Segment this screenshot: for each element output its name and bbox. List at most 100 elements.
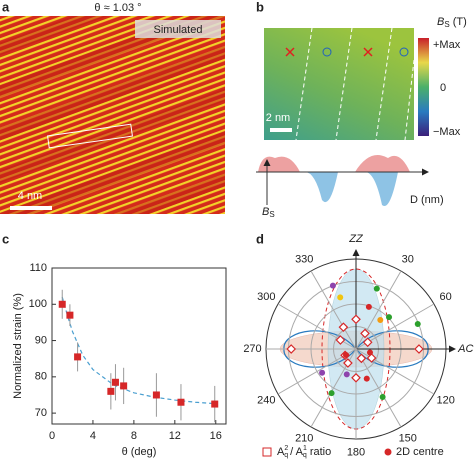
y-tick-label: 90	[35, 334, 47, 346]
data-point	[211, 400, 219, 408]
subscript: S	[444, 20, 449, 29]
centre-point	[386, 314, 393, 321]
polar-spoke	[310, 270, 357, 350]
circle-markers	[322, 47, 409, 57]
domain-walls	[295, 27, 415, 141]
legend-label: A2 q / A1 q ratio	[277, 445, 331, 459]
x-tick-label: 0	[49, 430, 55, 442]
ratio-point	[351, 314, 361, 325]
ratio-point	[351, 372, 361, 383]
symbol: B	[262, 206, 269, 218]
angle-label: 60	[440, 291, 452, 303]
fit-line	[61, 296, 216, 405]
colorbar-tick: +Max	[433, 39, 461, 51]
profile-positive	[258, 155, 410, 172]
centre-point	[343, 371, 350, 378]
data-point	[74, 353, 82, 361]
scale-label: 2 nm	[266, 112, 290, 124]
colorbar-tick: 0	[440, 82, 446, 94]
profile-x-label: D (nm)	[410, 194, 444, 206]
panel-label: b	[256, 0, 264, 14]
angle-label: 30	[402, 253, 414, 265]
ratio-point	[360, 328, 370, 339]
legend-text-part: 2	[284, 445, 288, 452]
panel-title: θ ≈ 1.03 °	[94, 2, 141, 14]
legend-marker	[384, 448, 392, 456]
panel-label: d	[256, 231, 264, 246]
angle-label: 270	[243, 343, 261, 355]
scale-label: 4 nm	[18, 190, 42, 202]
centre-point	[363, 375, 370, 382]
plot-frame	[51, 267, 227, 425]
legend-text-part: q	[303, 452, 307, 459]
angle-label: 180	[347, 446, 365, 458]
angle-label: 330	[295, 253, 313, 265]
legend-text-part: A	[277, 446, 285, 458]
centre-point	[337, 294, 344, 301]
centre-point	[342, 352, 349, 359]
angle-label: 150	[399, 433, 417, 445]
x-tick-label: 4	[90, 430, 96, 442]
subscript: S	[269, 210, 274, 219]
y-tick-label: 110	[29, 262, 47, 274]
data-point	[66, 311, 74, 319]
centre-point	[366, 349, 373, 356]
cross-markers	[285, 47, 373, 57]
unit-cell-box	[47, 123, 133, 149]
data-point	[107, 387, 115, 395]
centre-point	[319, 369, 326, 376]
x-tick-label: 16	[210, 430, 222, 442]
centre-point	[373, 285, 380, 292]
x-tick-label: 12	[169, 430, 181, 442]
ratio-point	[362, 337, 373, 348]
unit: (T)	[453, 16, 467, 28]
axis-name: ZZ	[348, 233, 364, 245]
data-point	[111, 378, 119, 386]
axis-name: AC	[457, 343, 473, 355]
ratio-point	[286, 344, 297, 354]
angle-label: 300	[257, 291, 275, 303]
scale-bar	[270, 128, 292, 132]
profile-negative	[305, 172, 398, 207]
panel-label: c	[2, 231, 9, 246]
legend-label: 2D centre	[396, 446, 444, 458]
symbol: B	[437, 16, 444, 28]
data-point	[58, 300, 66, 308]
moire-bands	[0, 16, 225, 214]
data-point	[120, 382, 128, 390]
angle-label: 120	[436, 395, 454, 407]
badge-bg	[135, 20, 221, 38]
centre-point	[328, 390, 335, 397]
y-axis-label: Normalized strain (%)	[12, 293, 24, 399]
angle-label: 240	[257, 395, 275, 407]
panel-label: a	[2, 0, 10, 14]
ratio-point	[414, 344, 424, 354]
legend-marker	[262, 447, 272, 457]
y-tick-label: 70	[35, 407, 47, 419]
centre-point	[379, 394, 386, 401]
data-point	[177, 398, 185, 406]
ratio-point	[338, 322, 349, 333]
y-tick-label: 100	[29, 298, 47, 310]
legend-text-part: q	[284, 452, 288, 459]
ratio-point	[335, 335, 346, 345]
x-axis-label: θ (deg)	[122, 446, 157, 458]
angle-label: 210	[295, 433, 313, 445]
centre-point	[414, 321, 421, 328]
legend-text-part: ratio	[310, 446, 331, 458]
y-tick-label: 80	[35, 371, 47, 383]
centre-point	[365, 303, 372, 310]
data-point	[152, 391, 160, 399]
colorbar-title: BS (T)	[437, 16, 467, 29]
ratio-point	[366, 353, 377, 363]
legend-text-part: / A	[290, 446, 304, 458]
ratio-point	[343, 358, 353, 368]
ratio-point	[356, 353, 367, 364]
legend-text-part: 1	[303, 445, 307, 452]
x-tick-label: 8	[131, 430, 137, 442]
centre-point	[329, 282, 336, 289]
badge: Simulated	[154, 24, 203, 36]
colorbar-tick: −Max	[433, 126, 461, 138]
centre-point	[377, 317, 384, 324]
